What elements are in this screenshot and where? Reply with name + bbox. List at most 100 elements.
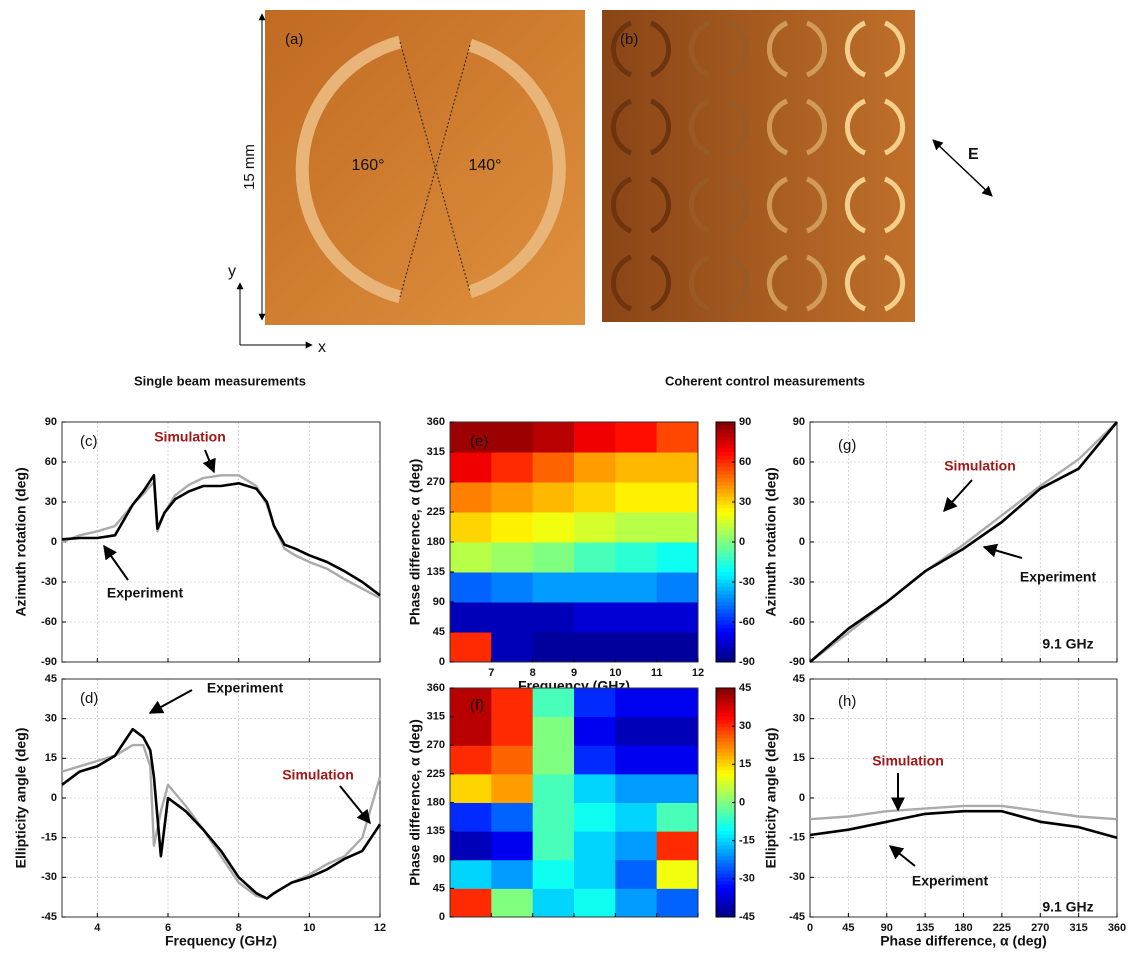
colorbar-strip <box>716 856 735 861</box>
heat-cell <box>450 859 492 889</box>
colorbar-strip <box>716 841 735 846</box>
colorbar-strip <box>716 730 735 736</box>
heat-cell <box>574 773 616 803</box>
annotation: Simulation <box>872 753 944 769</box>
colorbar-strip <box>716 773 735 778</box>
y-tick-label: -90 <box>789 656 805 668</box>
x-tick-label: 7 <box>488 667 494 679</box>
heat-cell <box>532 602 575 633</box>
ring-arc <box>727 98 750 156</box>
panel-label: (c) <box>80 433 98 450</box>
heat-cell <box>656 831 699 861</box>
heat-cell <box>574 482 616 513</box>
annotation: 9.1 GHz <box>1042 636 1093 652</box>
y-tick-label: 90 <box>433 854 445 866</box>
colorbar-strip <box>716 870 735 875</box>
heat-cell <box>656 688 699 718</box>
annotation: Experiment <box>912 873 989 889</box>
colorbar-strip <box>716 530 735 535</box>
colorbar-tick-label: 30 <box>739 720 751 732</box>
colorbar-strip <box>716 688 735 693</box>
heat-cell <box>574 888 616 918</box>
ring-arc <box>844 254 867 312</box>
scale-label: 15 mm <box>241 144 258 190</box>
heat-cell <box>615 512 658 543</box>
colorbar-strip <box>716 902 735 907</box>
colorbar-strip <box>716 440 735 445</box>
heat-cell <box>532 482 575 513</box>
colorbar-strip <box>716 493 735 498</box>
ring-arc <box>649 254 672 312</box>
x-tick-label: 270 <box>1031 922 1049 934</box>
heat-cell <box>450 745 492 775</box>
x-tick-label: 12 <box>692 667 704 679</box>
colorbar-tick-label: 15 <box>739 758 751 770</box>
heat-cell <box>656 482 699 513</box>
colorbar-strip <box>716 587 735 592</box>
series-line <box>61 474 381 597</box>
colorbar-strip <box>716 504 735 509</box>
y-tick-label: 225 <box>427 768 445 780</box>
heat-cell <box>532 716 575 746</box>
heat-cell <box>656 859 699 889</box>
heat-cell <box>574 542 616 573</box>
photo-background <box>265 10 585 325</box>
colorbar-strip <box>716 691 735 696</box>
ring-arc <box>766 20 789 78</box>
colorbar-strip <box>716 716 735 721</box>
colorbar-tick-label: -30 <box>739 576 755 588</box>
colorbar-strip <box>716 632 735 637</box>
panel: -45 -30 -15 0 15 30 45 0 45 90 135 180 225 270 315 360 P… <box>407 682 755 923</box>
panel: -45 -30 -15 0 15 30 45 0 45 90 135 180 225 270 315 360 P… <box>763 673 1126 949</box>
heat-cell <box>656 572 699 603</box>
field-arrow <box>932 139 993 197</box>
colorbar-strip <box>716 425 735 430</box>
x-tick-label: 10 <box>303 922 315 934</box>
heat-cell <box>574 831 616 861</box>
y-tick-label: 0 <box>51 792 57 804</box>
colorbar-strip <box>716 852 735 857</box>
heat-cell <box>450 831 492 861</box>
panel: -90 -60 -30 0 30 60 90 Azimuth rotation (deg) (g… <box>763 416 1119 668</box>
colorbar-strip <box>716 906 735 911</box>
colorbar-strip <box>716 741 735 746</box>
heat-cell <box>450 888 492 918</box>
x-tick-label: 8 <box>236 922 242 934</box>
ring-arc <box>649 20 672 78</box>
colorbar-strip <box>716 650 735 655</box>
y-tick-label: 30 <box>793 713 805 725</box>
y-axis-label: Ellipticity angle (deg) <box>13 728 29 869</box>
colorbar-strip <box>716 557 735 562</box>
field-label: E <box>968 146 979 163</box>
colorbar-strip <box>716 437 735 442</box>
colorbar-strip <box>716 763 735 768</box>
colorbar-strip <box>716 834 735 839</box>
y-tick-label: 0 <box>51 536 57 548</box>
colorbar-strip <box>716 508 735 513</box>
y-tick-label: -30 <box>41 576 57 588</box>
colorbar-strip <box>716 891 735 897</box>
colorbar-strip <box>716 455 735 460</box>
colorbar-strip <box>716 698 735 703</box>
heat-cell <box>491 572 534 603</box>
colorbar-strip <box>716 628 735 633</box>
plot-frame <box>61 678 381 918</box>
panel-label: (e) <box>470 433 488 450</box>
colorbar-strip <box>716 795 735 800</box>
y-tick-label: 0 <box>799 792 805 804</box>
colorbar-tick-label: -30 <box>739 873 755 885</box>
colorbar-strip <box>716 624 735 629</box>
heat-cell <box>491 745 534 775</box>
heat-cell <box>615 802 658 832</box>
y-tick-label: 90 <box>433 596 445 608</box>
colorbar-strip <box>716 866 735 871</box>
colorbar-tick-label: -90 <box>739 656 755 668</box>
heat-cell <box>532 632 575 663</box>
ring-arc <box>649 98 672 156</box>
photo-a: (a) 160° 140° 15 mm y x <box>228 10 585 356</box>
heat-cell <box>450 542 492 573</box>
ring-arc <box>844 98 867 156</box>
colorbar-strip <box>716 859 735 864</box>
colorbar-strip <box>716 913 735 918</box>
